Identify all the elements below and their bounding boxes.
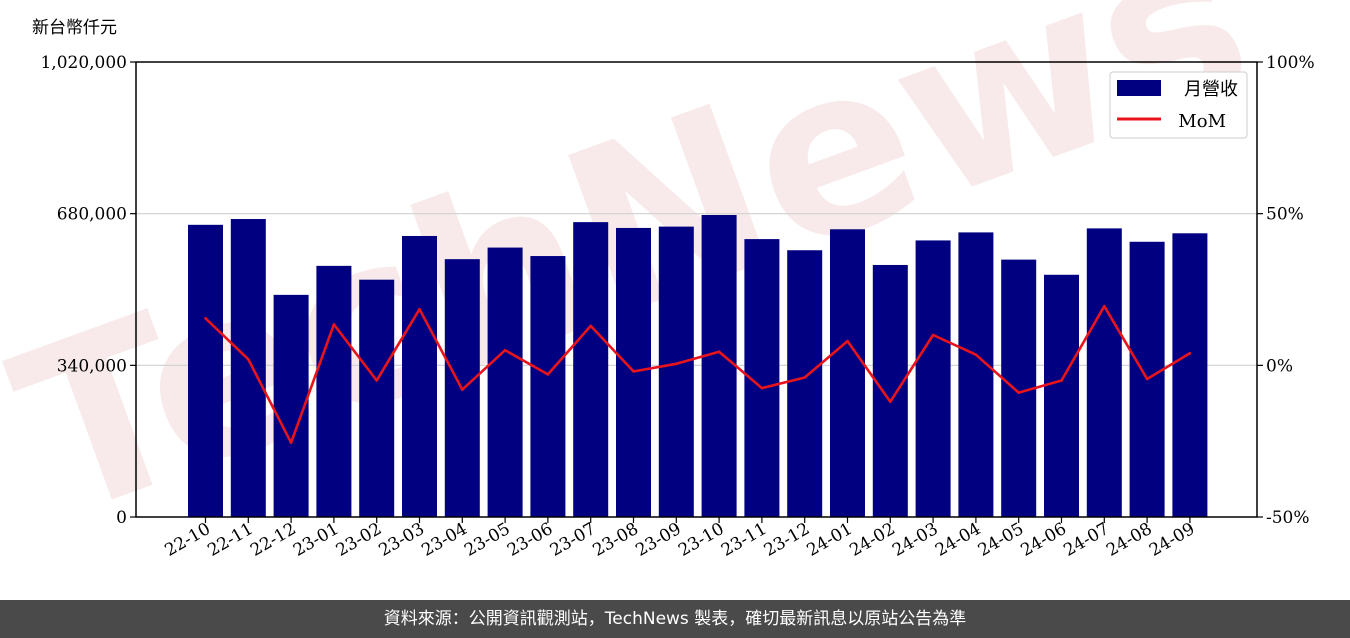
bar-24-03 (915, 240, 951, 517)
bar-23-02 (359, 279, 395, 517)
x-axis: 22-1022-1122-1223-0123-0223-0323-0423-05… (162, 517, 1198, 561)
x-tick-label: 23-12 (761, 519, 813, 561)
mom-point-23-11 (760, 386, 764, 390)
x-tick-label: 23-06 (504, 519, 556, 561)
x-tick-label: 24-02 (846, 519, 898, 561)
y-tick-label: 340,000 (57, 356, 127, 376)
bar-23-03 (402, 235, 437, 517)
legend: 月營收 MoM (1109, 71, 1248, 139)
x-tick-label: 23-02 (333, 519, 385, 561)
mom-point-23-06 (546, 373, 550, 376)
x-tick-label: 24-09 (1146, 519, 1198, 561)
legend-label-revenue: 月營收 (1184, 79, 1238, 100)
x-tick-label: 23-08 (590, 519, 642, 561)
x-tick-label: 24-06 (1018, 519, 1070, 561)
y-tick-label: 0 (116, 508, 127, 528)
mom-point-22-10 (204, 317, 207, 320)
plot-border (135, 61, 1258, 518)
mom-point-24-02 (889, 400, 892, 404)
left-axis: 0 340,000 680,000 1,020,000 (40, 53, 136, 528)
y2-tick-label: 100% (1266, 53, 1315, 73)
bar-22-12 (273, 294, 309, 517)
mom-line-series (204, 304, 1192, 445)
mom-point-24-04 (974, 353, 978, 357)
y2-tick-label: 50% (1266, 205, 1304, 225)
mom-point-24-09 (1188, 351, 1192, 355)
y2-tick-label: 0% (1266, 356, 1293, 376)
x-tick-label: 24-03 (889, 519, 941, 561)
y2-tick-label: -50% (1266, 508, 1310, 528)
bar-24-04 (958, 232, 994, 517)
bar-24-07 (1086, 228, 1122, 517)
mom-point-23-12 (803, 376, 806, 379)
bar-23-10 (701, 215, 737, 518)
mom-point-23-09 (675, 362, 678, 366)
right-axis: -50% 0% 50% 100% (1257, 53, 1315, 528)
x-tick-label: 23-09 (632, 519, 684, 561)
x-tick-label: 22-12 (247, 519, 299, 561)
bar-24-01 (830, 229, 865, 517)
mom-point-23-08 (632, 370, 635, 373)
bar-series (188, 215, 1208, 518)
x-tick-label: 23-11 (718, 519, 770, 561)
legend-label-mom: MoM (1178, 111, 1226, 132)
bar-23-12 (787, 250, 823, 517)
bar-23-07 (573, 222, 609, 517)
bar-22-10 (188, 224, 223, 517)
bar-23-09 (658, 226, 694, 517)
mom-point-23-02 (375, 379, 379, 382)
x-tick-label: 23-03 (376, 519, 428, 561)
x-tick-label: 23-04 (418, 519, 470, 561)
mom-point-23-10 (717, 350, 721, 353)
mom-point-23-03 (418, 307, 421, 311)
source-footer: 資料來源：公開資訊觀測站，TechNews 製表，確切最新訊息以原站公告為準 (0, 600, 1350, 638)
mom-point-23-01 (332, 323, 336, 326)
mom-point-22-12 (289, 441, 293, 444)
mom-point-24-01 (846, 339, 849, 343)
y-tick-label: 680,000 (57, 205, 127, 225)
mom-point-24-07 (1103, 304, 1106, 308)
legend-bar-swatch (1117, 80, 1161, 96)
mom-point-22-11 (247, 357, 250, 361)
mom-point-24-06 (1060, 379, 1063, 382)
bar-24-06 (1044, 274, 1079, 517)
x-tick-label: 22-11 (204, 519, 256, 561)
mom-point-23-05 (503, 348, 507, 352)
bar-22-11 (230, 219, 266, 518)
mom-point-23-04 (461, 388, 464, 391)
mom-point-24-08 (1145, 377, 1149, 381)
footer-text: 資料來源：公開資訊觀測站，TechNews 製表，確切最新訊息以原站公告為準 (383, 609, 967, 629)
y-tick-label: 1,020,000 (40, 53, 127, 73)
x-tick-label: 24-05 (975, 519, 1027, 561)
x-tick-label: 24-01 (804, 519, 856, 561)
plot-frame (135, 61, 1258, 518)
bar-24-09 (1172, 233, 1208, 517)
bar-23-05 (487, 247, 523, 517)
x-tick-label: 23-07 (547, 519, 599, 561)
bar-23-01 (316, 265, 352, 517)
x-tick-label: 24-08 (1103, 519, 1155, 561)
unit-label: 新台幣仟元 (32, 18, 117, 38)
mom-point-23-07 (589, 324, 592, 328)
x-tick-label: 23-10 (675, 519, 727, 561)
x-tick-label: 24-04 (932, 519, 984, 561)
mom-point-24-05 (1017, 391, 1020, 394)
x-tick-label: 23-05 (461, 519, 513, 561)
x-tick-label: 23-01 (290, 519, 342, 561)
mom-point-24-03 (931, 333, 935, 337)
bar-23-06 (530, 256, 566, 517)
x-tick-label: 24-07 (1060, 519, 1112, 561)
bar-24-02 (872, 264, 908, 517)
mom-line (204, 304, 1191, 445)
